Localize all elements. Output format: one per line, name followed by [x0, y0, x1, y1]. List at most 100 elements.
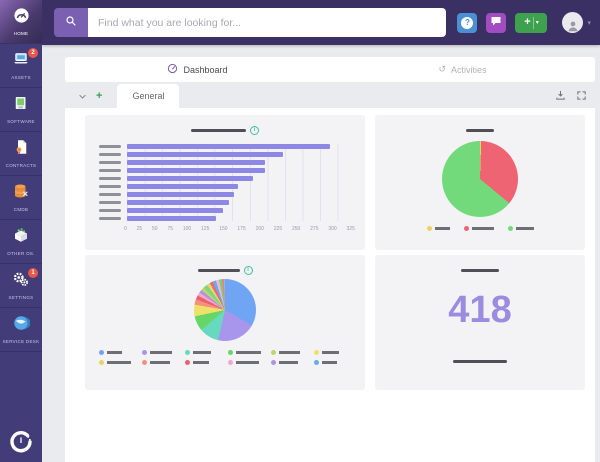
bar[interactable] [127, 144, 331, 149]
redacted-category-label [99, 177, 121, 180]
legend-dot [142, 350, 147, 355]
redacted-category-label [99, 185, 121, 188]
laptop-icon [12, 50, 30, 73]
settings-count-badge: 1 [28, 268, 38, 278]
avatar [562, 12, 584, 33]
pie-types[interactable] [194, 279, 256, 341]
bar[interactable] [127, 216, 217, 221]
tab-tools: + [65, 91, 102, 108]
breadcrumb-dashboard[interactable]: Dashboard [65, 57, 330, 82]
bar[interactable] [127, 152, 283, 157]
info-icon[interactable]: i [250, 125, 259, 135]
search-button[interactable] [54, 8, 88, 37]
bar-track [127, 160, 355, 165]
redacted-category-label [99, 153, 121, 156]
redacted-legend-label [279, 351, 300, 354]
legend-item[interactable] [142, 360, 179, 365]
bar-row [99, 152, 355, 157]
x-tick-label: 0 [124, 226, 127, 232]
bar[interactable] [127, 160, 266, 165]
legend-item[interactable] [99, 360, 136, 365]
user-menu[interactable]: ▾ [562, 12, 591, 33]
chat-bubble-icon [490, 15, 502, 30]
bar[interactable] [127, 192, 235, 197]
legend-item[interactable] [142, 350, 179, 355]
fullscreen-icon[interactable] [576, 90, 587, 101]
pie-legend [375, 226, 585, 231]
topbar: ? + ▾ ▾ [42, 0, 600, 45]
redacted-category-label [99, 217, 121, 220]
x-tick-label: 75 [167, 226, 173, 232]
add-dashboard-button[interactable]: + [96, 90, 103, 102]
sidebar-item-cmdb[interactable]: CMDB [0, 176, 42, 220]
bar-track [127, 216, 355, 221]
bar[interactable] [127, 168, 265, 173]
legend-item[interactable] [271, 360, 308, 365]
bar[interactable] [127, 208, 224, 213]
legend-item[interactable] [99, 350, 136, 355]
legend-dot [185, 350, 190, 355]
pie-status[interactable] [442, 141, 518, 217]
legend-item[interactable] [463, 226, 494, 231]
legend-dot [507, 226, 513, 231]
info-icon[interactable]: i [243, 265, 253, 275]
redacted-category-label [99, 201, 121, 204]
sidebar-item-other-os[interactable]: OTHER OS. [0, 220, 42, 264]
redacted-card-title [191, 128, 246, 132]
legend-dot [228, 360, 233, 365]
sidebar-item-home[interactable]: HOME [0, 0, 42, 44]
legend-item[interactable] [228, 360, 265, 365]
legend-item[interactable] [314, 360, 351, 365]
tab-general[interactable]: General [117, 84, 180, 108]
legend-dot [271, 350, 276, 355]
bar-track [127, 144, 355, 149]
redacted-category-label [99, 169, 121, 172]
legend-item[interactable] [271, 350, 308, 355]
legend-dot [463, 226, 469, 231]
help-button[interactable]: ? [457, 12, 478, 33]
chevron-down-icon: ▾ [535, 20, 539, 26]
bar[interactable] [127, 200, 229, 205]
messages-button[interactable] [486, 12, 507, 33]
bar-track [127, 152, 355, 157]
pie-legend [99, 350, 351, 365]
legend-item[interactable] [185, 360, 222, 365]
download-icon[interactable] [555, 90, 566, 101]
breadcrumb-activities[interactable]: ↺ Activities [330, 57, 595, 82]
sidebar-item-contracts[interactable]: CONTRACTS [0, 132, 42, 176]
database-stack-icon [12, 182, 30, 205]
app-logo[interactable] [0, 430, 42, 454]
bar-row [99, 160, 355, 165]
search-input[interactable] [88, 8, 446, 37]
bar-xticks: 0 25 50 75 100 125 150 175 200 225 250 275 300 325 [124, 226, 355, 232]
big-number-card: 418 [375, 255, 585, 390]
legend-item[interactable] [314, 350, 351, 355]
sidebar-item-label: CMDB [13, 207, 29, 213]
redacted-legend-label [193, 351, 211, 354]
legend-item[interactable] [228, 350, 265, 355]
bar[interactable] [127, 184, 238, 189]
bar[interactable] [127, 176, 254, 181]
bar-row [99, 176, 355, 181]
legend-dot [185, 360, 190, 365]
sidebar-item-label: ASSETS [11, 75, 31, 81]
legend-item[interactable] [507, 226, 534, 231]
legend-item[interactable] [185, 350, 222, 355]
bar-rows [99, 144, 355, 221]
legend-item[interactable] [426, 226, 450, 231]
status-pie-card [375, 115, 585, 250]
redacted-category-label [99, 209, 121, 212]
legend-dot [314, 360, 319, 365]
help-icon: ? [461, 16, 474, 29]
sidebar-item-label: SERVICE DESK [2, 339, 40, 345]
chevron-down-icon[interactable] [78, 92, 87, 101]
redacted-legend-label [107, 361, 131, 364]
dashboard-gauge-icon [13, 7, 30, 29]
add-button[interactable]: + ▾ [515, 12, 548, 33]
sidebar-item-software[interactable]: SOFTWARE [0, 88, 42, 132]
sidebar-item-assets[interactable]: ASSETS 2 [0, 44, 42, 88]
sidebar-item-service-desk[interactable]: SERVICE DESK [0, 308, 42, 352]
breadcrumb-dashboard-label: Dashboard [183, 64, 228, 75]
sidebar-item-settings[interactable]: SETTINGS 1 [0, 264, 42, 308]
sidebar-item-label: SOFTWARE [7, 119, 35, 125]
